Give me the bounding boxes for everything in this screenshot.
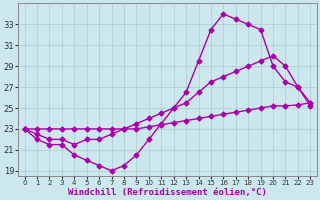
X-axis label: Windchill (Refroidissement éolien,°C): Windchill (Refroidissement éolien,°C): [68, 188, 267, 197]
